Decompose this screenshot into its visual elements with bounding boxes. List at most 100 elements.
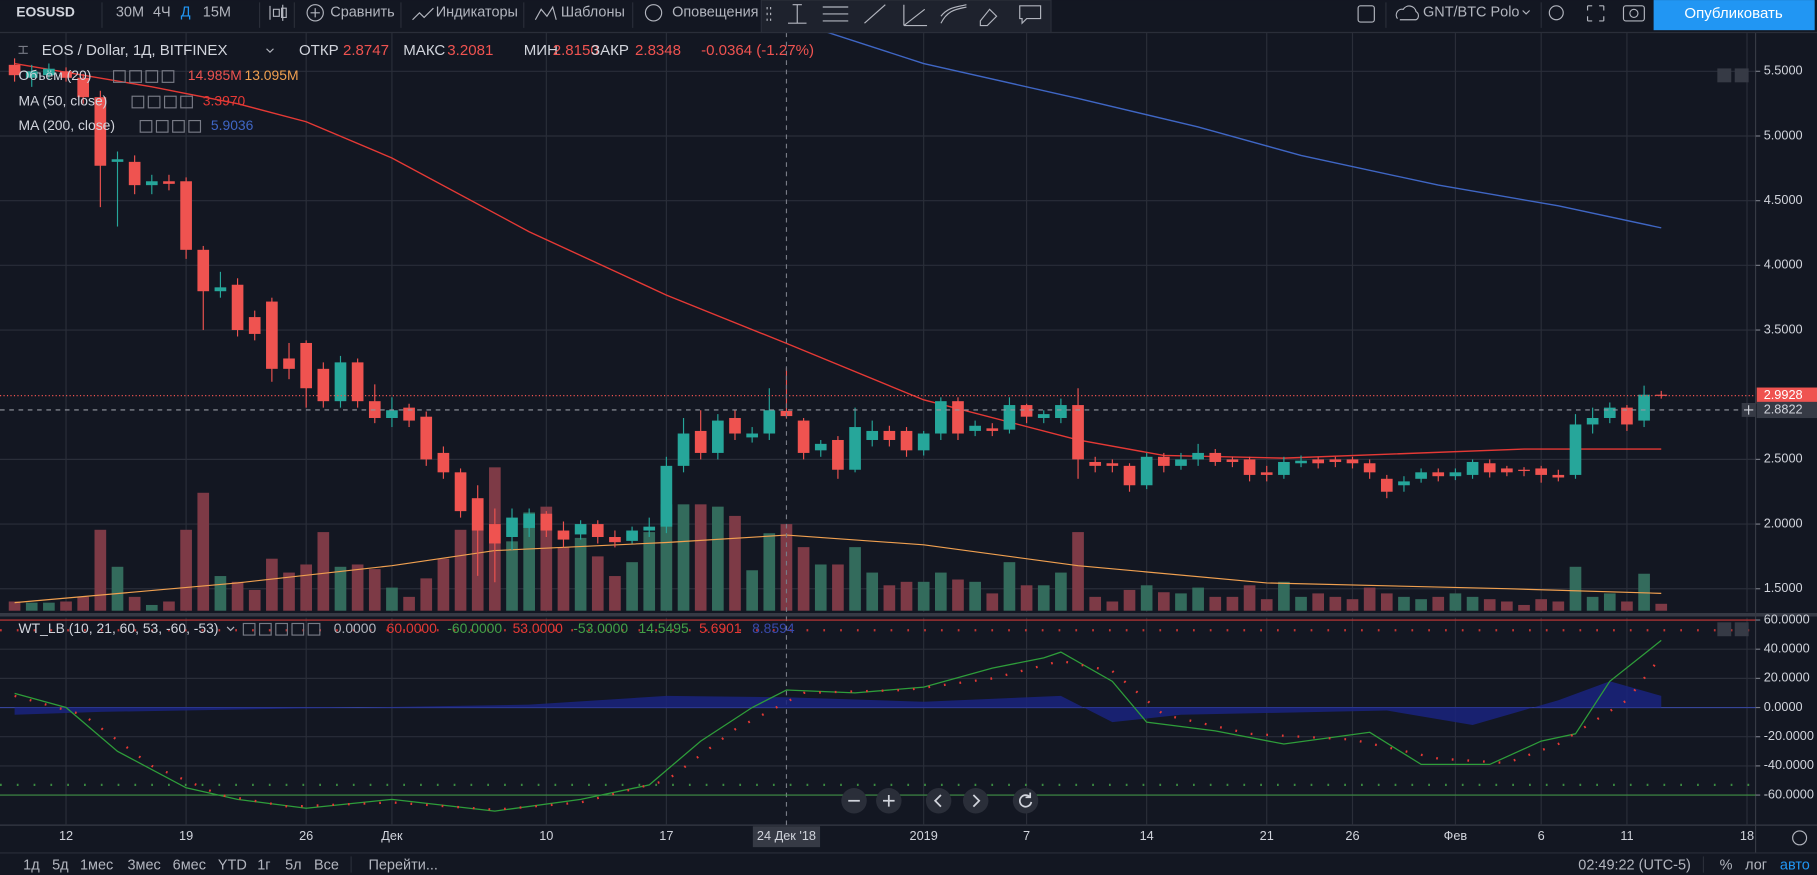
x-tick-label: 14 [1140, 828, 1154, 843]
range[interactable]: 1д [23, 858, 40, 874]
scale-mode[interactable]: лог [1745, 858, 1767, 874]
draw-tool[interactable] [787, 4, 807, 24]
templates-icon[interactable] [534, 5, 557, 21]
candle-body [1175, 459, 1187, 466]
draw-tool[interactable] [940, 4, 967, 24]
candle-body [1655, 394, 1668, 396]
candle-body [1243, 459, 1256, 475]
toolbar-button[interactable]: Шаблоны [561, 5, 625, 21]
candle-body [574, 524, 587, 535]
range[interactable]: Все [314, 858, 339, 874]
oscillator-value: 14.5495 [639, 620, 689, 636]
draw-tool[interactable] [864, 4, 886, 24]
volume-bar [1552, 601, 1565, 611]
publish-label[interactable]: Опубликовать [1684, 5, 1783, 22]
volume-bar [1312, 593, 1325, 611]
settings-icon[interactable] [1548, 5, 1564, 21]
volume-bar [917, 581, 930, 611]
alerts-icon[interactable] [644, 4, 663, 22]
legend-icons[interactable] [139, 119, 202, 133]
ohlc-label: МИН [524, 42, 558, 59]
legend-icons[interactable] [131, 95, 193, 109]
candle-body [1586, 417, 1599, 425]
fullscreen-icon[interactable] [1586, 5, 1605, 22]
range[interactable]: 5д [52, 858, 69, 874]
interval-active[interactable]: Д [181, 5, 191, 21]
x-tick-label: 26 [1345, 828, 1359, 843]
scale-mode[interactable]: % [1720, 858, 1733, 874]
volume-bar [403, 596, 415, 611]
candle-body [1209, 452, 1222, 462]
draw-tool[interactable] [903, 4, 928, 27]
axis-settings[interactable] [1792, 830, 1808, 846]
publish-button[interactable] [1653, 0, 1815, 31]
crosshair-x-label: 24 Дек '18 [757, 828, 816, 843]
interval[interactable]: 30М [116, 5, 144, 21]
eraser-tool[interactable] [979, 8, 998, 27]
candle-body [1037, 414, 1050, 418]
pane-button[interactable] [1734, 68, 1749, 83]
toolbar-button[interactable]: Сравнить [330, 5, 394, 21]
volume-bar [540, 506, 553, 611]
toolbar-button[interactable]: Оповещения [672, 5, 758, 21]
interval[interactable]: 15М [203, 5, 231, 21]
interval[interactable]: 4Ч [153, 5, 171, 21]
volume-bar [883, 585, 896, 611]
volume-bar [1501, 601, 1513, 611]
scroll-right-icon [972, 794, 981, 808]
snapshot-icon[interactable] [1622, 5, 1645, 22]
range[interactable]: YTD [218, 858, 247, 874]
candle-body [969, 425, 981, 431]
crosshair-y-tag [1756, 401, 1817, 419]
pane-button[interactable] [1734, 622, 1749, 637]
dropdown-icon[interactable] [266, 48, 274, 54]
volume-bar [1621, 601, 1633, 611]
layout-icon[interactable] [1357, 5, 1375, 23]
goto[interactable]: Перейти... [368, 858, 437, 874]
scroll-left[interactable] [925, 788, 952, 814]
ma-legend: MA (200, close) [19, 117, 116, 133]
range[interactable]: 5л [285, 858, 302, 874]
dropdown-icon[interactable] [226, 626, 235, 632]
candle-body [1501, 468, 1513, 473]
volume-bar [506, 541, 518, 611]
range[interactable]: 1г [257, 858, 270, 874]
oscillator-line [14, 639, 1662, 812]
pane-button[interactable] [1717, 68, 1732, 83]
y-tick-label: -60.0000 [1764, 786, 1814, 801]
legend-icons[interactable] [242, 622, 321, 636]
pane-button[interactable] [1717, 622, 1732, 637]
x-tick-label: Фев [1444, 828, 1468, 843]
legend-icons[interactable] [112, 70, 175, 83]
volume-bar [1363, 587, 1376, 611]
chart-type-icon[interactable] [269, 4, 287, 21]
compare-icon[interactable] [306, 4, 324, 22]
candle-body [386, 410, 398, 418]
ma-line [14, 62, 1662, 459]
oscillator-value: 5.6901 [699, 620, 742, 636]
collapse-icon[interactable] [18, 45, 28, 54]
symbol[interactable]: EOSUSD [16, 3, 75, 19]
range[interactable]: 6мес [173, 858, 206, 874]
volume-bar [969, 581, 981, 611]
volume-bar [609, 576, 621, 611]
scroll-right[interactable] [962, 788, 989, 814]
y-tick-label: 3.5000 [1764, 321, 1803, 336]
candle-body [677, 433, 690, 466]
y-tick-label: -20.0000 [1764, 728, 1814, 743]
volume-bar [283, 572, 295, 611]
candle-body [712, 420, 724, 453]
indicators-icon[interactable] [412, 7, 434, 21]
range[interactable]: 3мес [127, 858, 160, 874]
draw-tool[interactable] [822, 6, 849, 22]
oscillator-value: 53.0000 [513, 620, 563, 636]
scale-mode[interactable]: авто [1780, 858, 1810, 874]
reset[interactable] [1012, 788, 1039, 814]
candle-body [1621, 407, 1633, 425]
layout-name[interactable]: GNT/BTC Polo [1423, 5, 1519, 21]
dropdown-icon[interactable] [1522, 10, 1531, 15]
note-tool[interactable] [1019, 5, 1042, 25]
toolbar-button[interactable]: Индикаторы [436, 5, 518, 21]
volume-bar [368, 569, 381, 611]
range[interactable]: 1мес [80, 858, 113, 874]
